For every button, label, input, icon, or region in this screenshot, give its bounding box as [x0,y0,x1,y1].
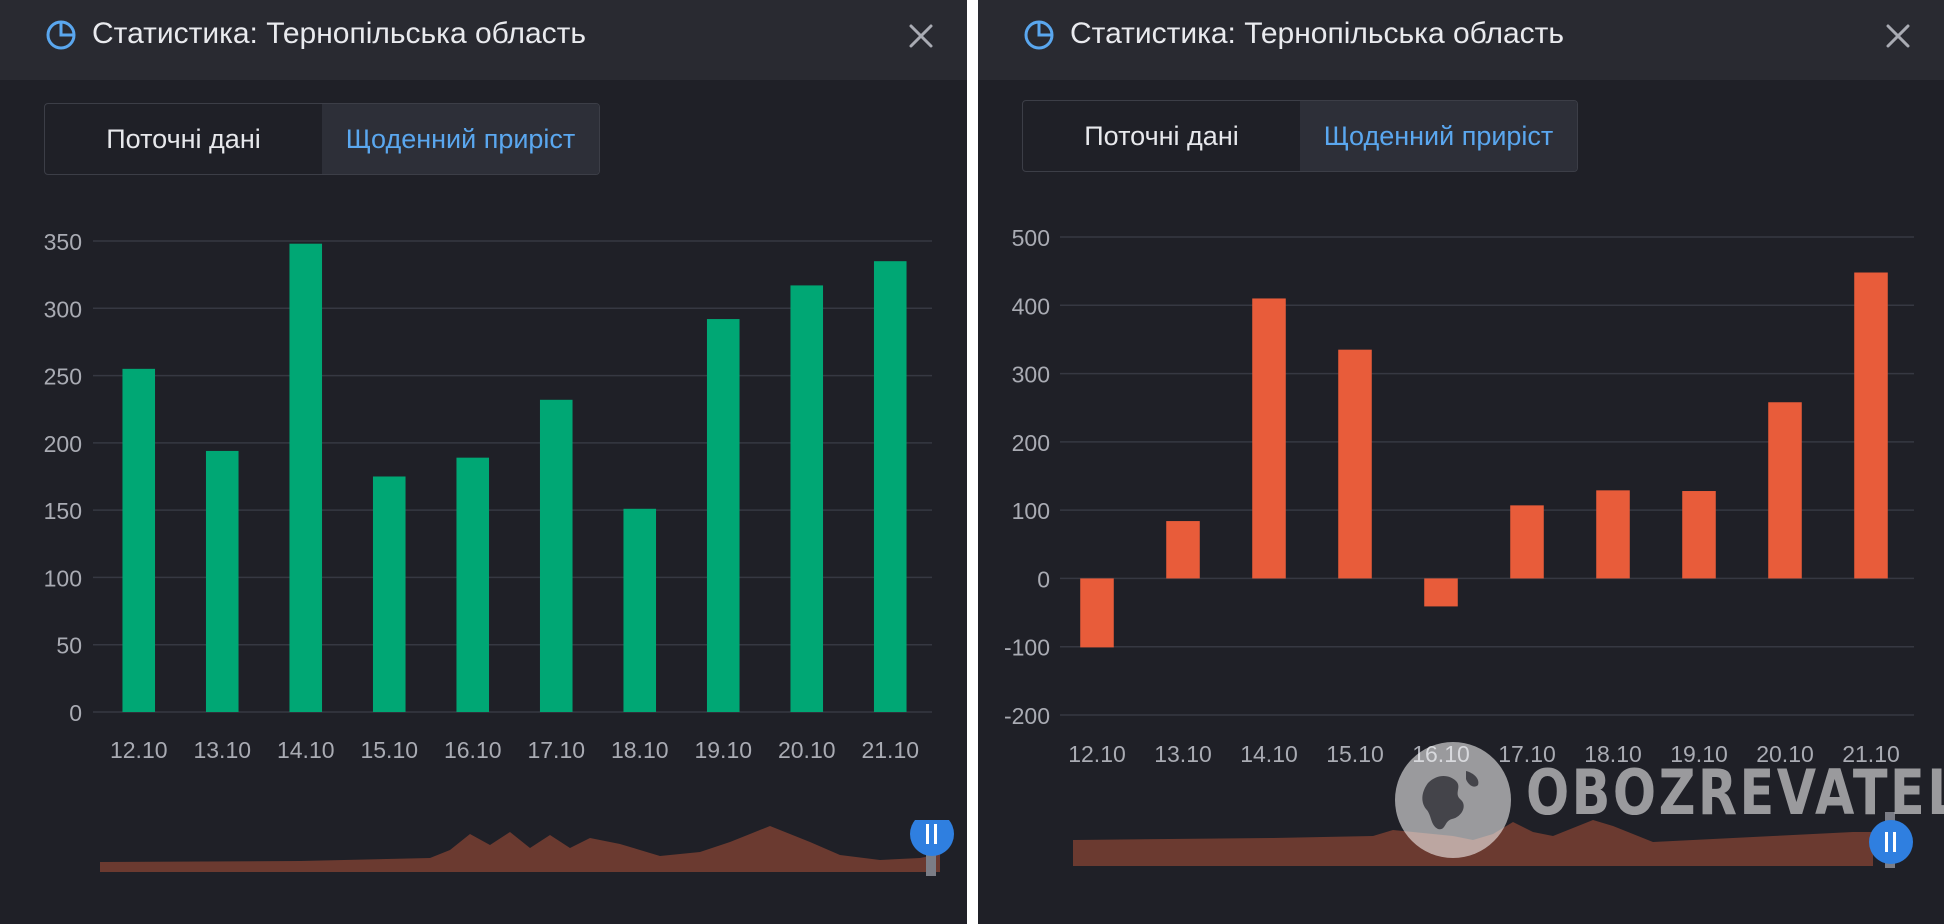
pie-chart-icon [46,20,76,50]
bar[interactable] [289,243,323,713]
y-tick-label: 200 [44,431,82,457]
y-tick-label: 250 [44,364,82,390]
x-tick-label: 21.10 [861,737,919,763]
pie-chart-icon [1024,20,1054,50]
bar[interactable] [1682,491,1716,579]
y-tick-label: 0 [69,700,82,726]
bar[interactable] [790,285,824,712]
y-tick-label: 300 [44,296,82,322]
bar[interactable] [205,450,239,712]
x-tick-label: 13.10 [193,737,251,763]
x-tick-label: 18.10 [1584,741,1642,767]
bar[interactable] [122,368,156,712]
x-tick-label: 21.10 [1842,741,1900,767]
range-handle-icon[interactable] [910,820,954,856]
panel-header: Статистика: Тернопільська область [978,0,1944,80]
stats-panel: Статистика: Тернопільська область Поточн… [978,0,1944,924]
bar[interactable] [1166,521,1200,579]
bar[interactable] [873,261,907,712]
close-icon[interactable] [1880,18,1916,54]
x-tick-label: 20.10 [1756,741,1814,767]
bar[interactable] [1596,490,1630,579]
x-tick-label: 14.10 [1240,741,1298,767]
y-tick-label: 200 [1012,430,1050,456]
tab-current-data[interactable]: Поточні дані [106,123,261,154]
y-tick-label: 350 [44,229,82,255]
y-tick-label: 0 [1037,566,1050,592]
x-tick-label: 19.10 [1670,741,1728,767]
range-slider[interactable] [100,820,960,880]
y-tick-label: 400 [1012,293,1050,319]
y-tick-label: 500 [1012,225,1050,251]
x-tick-label: 18.10 [611,737,669,763]
panel-title: Статистика: Тернопільська область [92,17,587,50]
y-tick-label: 300 [1012,362,1050,388]
x-tick-label: 12.10 [1068,741,1126,767]
x-tick-label: 15.10 [360,737,418,763]
x-tick-label: 17.10 [1498,741,1556,767]
tab-bar: Поточні дані Щоденний приріст [1022,100,1578,172]
bar[interactable] [539,399,573,712]
bar[interactable] [1424,578,1458,607]
x-tick-label: 12.10 [110,737,168,763]
y-tick-label: -200 [1004,703,1050,729]
bar[interactable] [1080,578,1114,648]
panel-title: Статистика: Тернопільська область [1070,17,1565,50]
y-tick-label: -100 [1004,635,1050,661]
bar[interactable] [456,457,490,712]
x-tick-label: 19.10 [694,737,752,763]
tab-current-data[interactable]: Поточні дані [1084,120,1239,151]
tab-bar: Поточні дані Щоденний приріст [44,103,600,175]
globe-logo-icon [1395,742,1511,858]
tab-daily-growth[interactable]: Щоденний приріст [1300,101,1577,171]
y-tick-label: 100 [1012,498,1050,524]
close-icon[interactable] [903,18,939,54]
y-tick-label: 100 [44,565,82,591]
x-tick-label: 13.10 [1154,741,1212,767]
bar[interactable] [623,508,657,712]
bar-chart: -200 -100 0 100 200 300 400 500 12.10 13.10 14.10 1… [1004,225,1914,767]
x-tick-label: 17.10 [527,737,585,763]
panel-header: Статистика: Тернопільська область [0,0,967,80]
x-tick-label: 16.10 [444,737,502,763]
bar-chart: 0 50 100 150 200 250 300 350 12.10 13.10 14.10 15.1… [44,229,932,763]
bar[interactable] [1854,272,1888,579]
tab-daily-growth[interactable]: Щоденний приріст [322,104,599,174]
bar[interactable] [1338,349,1372,579]
stats-panel: Статистика: Тернопільська область Поточн… [0,0,967,924]
bar[interactable] [706,319,740,712]
range-handle-icon[interactable] [1869,820,1913,864]
x-tick-label: 14.10 [277,737,335,763]
bar[interactable] [1768,402,1802,579]
y-tick-label: 150 [44,498,82,524]
bar[interactable] [1510,505,1544,579]
y-tick-label: 50 [56,633,82,659]
bar[interactable] [372,476,406,713]
x-tick-label: 20.10 [778,737,836,763]
bar[interactable] [1252,298,1286,579]
x-tick-label: 15.10 [1326,741,1384,767]
watermark-text: OBOZREVATEL [1526,756,1944,829]
